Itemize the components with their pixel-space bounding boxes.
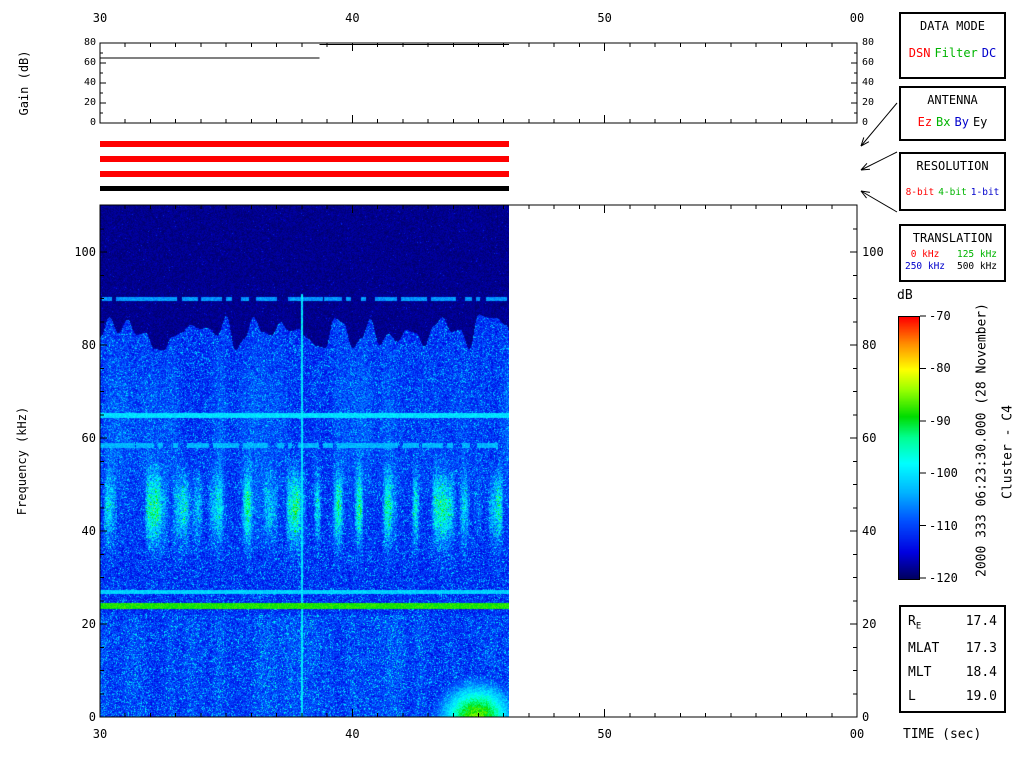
option-ez: Ez <box>917 115 933 129</box>
option-1-bit: 1-bit <box>970 187 1000 198</box>
gain-tick-label-right: 20 <box>862 97 875 108</box>
resolution-options: 8-bit 4-bit 1-bit <box>901 187 1004 198</box>
ephemeris-row: MLT 18.4 <box>908 665 997 680</box>
ephemeris-row: MLAT 17.3 <box>908 641 997 656</box>
colorbar-tick-label: -110 <box>929 518 958 533</box>
gain-tick-label-left: 0 <box>89 117 96 128</box>
spacecraft-label: Cluster - C4 <box>1000 405 1016 499</box>
resolution-bar <box>100 171 509 177</box>
time-tick-label-bottom: 30 <box>92 727 108 741</box>
colorbar-gradient <box>898 316 920 580</box>
panel-callout-arrows <box>860 102 898 213</box>
ephemeris-row: RE 17.4 <box>908 614 997 632</box>
axis-ticks <box>100 43 857 717</box>
status-bars <box>100 141 509 191</box>
data-mode-panel-title: DATA MODE <box>919 19 986 33</box>
time-tick-label-bottom: 50 <box>597 727 612 741</box>
option-500-khz: 500 kHz <box>956 261 998 272</box>
resolution-panel-title: RESOLUTION <box>916 159 989 173</box>
time-tick-label-top: 40 <box>345 11 360 25</box>
colorbar-tick-label: -70 <box>929 309 951 323</box>
gain-tick-label-left: 40 <box>83 77 96 88</box>
time-tick-label-top: 50 <box>597 11 612 25</box>
frequency-tick-label-right: 0 <box>862 710 870 724</box>
translation-options: 0 kHz 125 kHz 250 kHz 500 kHz <box>901 249 1004 272</box>
data-mode-options: DSN Filter DC <box>901 46 1004 60</box>
ephemeris-row: L 19.0 <box>908 689 997 704</box>
option-filter: Filter <box>934 46 978 60</box>
option-125-khz: 125 kHz <box>956 249 998 260</box>
ephemeris-parameter: RE <box>908 614 922 632</box>
ephemeris-rows: RE 17.4 MLAT 17.3 MLT 18.4 L 19.0 <box>901 607 1004 711</box>
antenna-bar <box>100 156 509 162</box>
ephemeris-value: 17.4 <box>965 614 997 629</box>
colorbar-ticks <box>920 315 926 579</box>
colorbar-tick-label: -90 <box>929 413 951 428</box>
colorbar-tick-label: -100 <box>929 466 958 481</box>
colorbar-title: dB <box>897 288 913 303</box>
frequency-tick-label-left: 0 <box>88 710 96 724</box>
translation-panel: TRANSLATION 0 kHz 125 kHz 250 kHz 500 kHz <box>899 224 1006 282</box>
antenna-options: Ez Bx By Ey <box>901 115 1004 129</box>
gain-tick-label-left: 20 <box>83 97 96 108</box>
frequency-tick-label-left: 100 <box>74 245 96 259</box>
time-tick-label-top: 00 <box>849 11 865 25</box>
spectrogram-image <box>100 205 509 717</box>
colorbar-tick-label: -80 <box>929 361 951 376</box>
time-tick-label-top: 30 <box>92 11 108 25</box>
ephemeris-panel: RE 17.4 MLAT 17.3 MLT 18.4 L 19.0 <box>899 605 1006 713</box>
option-4-bit: 4-bit <box>938 187 967 198</box>
frequency-tick-label-right: 20 <box>862 617 877 631</box>
ephemeris-parameter: MLAT <box>908 640 940 656</box>
option-dsn: DSN <box>908 46 931 60</box>
frequency-tick-label-right: 40 <box>862 524 877 538</box>
time-tick-label-bottom: 00 <box>849 727 865 741</box>
frequency-tick-label-right: 60 <box>862 431 877 445</box>
option-8-bit: 8-bit <box>905 187 935 198</box>
gain-tick-label-right: 60 <box>862 57 875 68</box>
gain-tick-label-right: 40 <box>862 77 875 88</box>
translation-panel-title: TRANSLATION <box>912 231 993 245</box>
data-mode-bar <box>100 141 509 147</box>
ephemeris-value: 18.4 <box>965 664 997 680</box>
ephemeris-parameter: MLT <box>908 664 932 680</box>
frequency-tick-label-right: 80 <box>862 338 877 352</box>
gain-tick-label-left: 60 <box>83 57 96 68</box>
option-dc: DC <box>981 46 997 60</box>
frequency-tick-label-left: 40 <box>81 524 96 538</box>
ephemeris-value: 17.3 <box>965 640 997 656</box>
gain-axis-title: Gain (dB) <box>17 50 31 116</box>
option-bx: Bx <box>936 115 951 129</box>
gain-tick-label-right: 80 <box>862 37 875 48</box>
option-0-khz: 0 kHz <box>910 249 940 260</box>
time-tick-label-bottom: 40 <box>345 727 360 741</box>
frequency-tick-label-left: 60 <box>81 431 96 445</box>
ephemeris-parameter: L <box>908 688 916 704</box>
gain-tick-label-right: 0 <box>862 117 869 128</box>
timestamp-label: 2000 333 06:23:30.000 (28 November) <box>974 303 990 577</box>
frequency-axis-title: Frequency (kHz) <box>15 406 29 516</box>
gain-tick-label-left: 80 <box>83 37 96 48</box>
ephemeris-value: 19.0 <box>965 688 997 704</box>
resolution-panel: RESOLUTION 8-bit 4-bit 1-bit <box>899 152 1006 211</box>
data-mode-panel: DATA MODE DSN Filter DC <box>899 12 1006 79</box>
option-ey: Ey <box>972 115 988 129</box>
antenna-panel-title: ANTENNA <box>927 93 978 107</box>
frequency-tick-label-right: 100 <box>862 245 884 259</box>
frequency-tick-label-left: 80 <box>81 338 96 352</box>
option-by: By <box>954 115 969 129</box>
translation-bar <box>100 186 509 191</box>
option-250-khz: 250 kHz <box>904 261 946 272</box>
gain-line <box>100 43 509 59</box>
frequency-tick-label-left: 20 <box>81 617 96 631</box>
time-axis-title: TIME (sec) <box>903 727 982 742</box>
colorbar-tick-label: -120 <box>929 571 958 585</box>
antenna-panel: ANTENNA Ez Bx By Ey <box>899 86 1006 141</box>
